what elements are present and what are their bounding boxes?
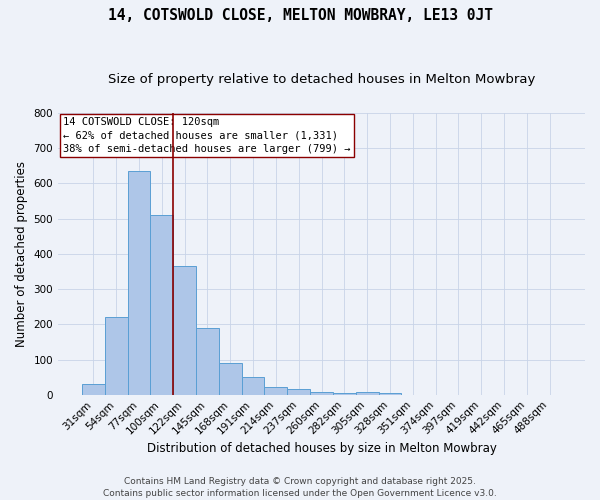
Bar (219, 363, 242, 394)
Text: Contains HM Land Registry data © Crown copyright and database right 2025.
Contai: Contains HM Land Registry data © Crown c… (103, 476, 497, 498)
X-axis label: Distribution of detached houses by size in Melton Mowbray: Distribution of detached houses by size … (146, 442, 496, 455)
Bar (287, 389, 310, 394)
Bar (356, 392, 379, 394)
Y-axis label: Number of detached properties: Number of detached properties (15, 161, 28, 347)
Bar (242, 377, 265, 394)
Title: Size of property relative to detached houses in Melton Mowbray: Size of property relative to detached ho… (108, 72, 535, 86)
Bar (105, 318, 128, 394)
Bar (333, 393, 356, 394)
Bar (82, 384, 105, 394)
Bar (379, 393, 401, 394)
Bar (265, 387, 287, 394)
Bar (173, 266, 196, 394)
Bar (310, 392, 333, 394)
Bar (128, 171, 151, 394)
Text: 14 COTSWOLD CLOSE: 120sqm
← 62% of detached houses are smaller (1,331)
38% of se: 14 COTSWOLD CLOSE: 120sqm ← 62% of detac… (64, 118, 351, 154)
Bar (151, 215, 173, 394)
Text: 14, COTSWOLD CLOSE, MELTON MOWBRAY, LE13 0JT: 14, COTSWOLD CLOSE, MELTON MOWBRAY, LE13… (107, 8, 493, 22)
Bar (196, 328, 219, 394)
